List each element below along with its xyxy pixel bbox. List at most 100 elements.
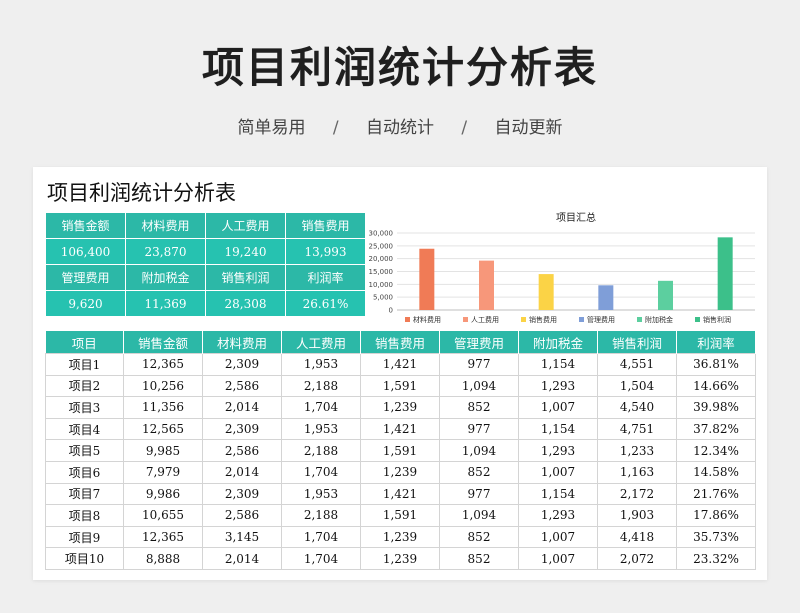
table-cell[interactable]: 1,591 xyxy=(360,439,440,462)
summary-value[interactable]: 26.61% xyxy=(285,290,366,317)
table-cell[interactable]: 977 xyxy=(439,482,519,506)
table-cell[interactable]: 1,007 xyxy=(518,460,598,484)
summary-label[interactable]: 管理费用 xyxy=(45,264,126,291)
table-cell[interactable]: 4,418 xyxy=(597,525,677,549)
table-cell[interactable]: 9,986 xyxy=(123,482,203,506)
table-cell[interactable]: 2,014 xyxy=(202,396,282,419)
table-cell[interactable]: 2,309 xyxy=(202,482,282,506)
table-cell[interactable]: 977 xyxy=(439,353,519,376)
table-cell[interactable]: 12,365 xyxy=(123,525,203,549)
table-cell[interactable]: 11,356 xyxy=(123,396,203,419)
table-cell[interactable]: 1,293 xyxy=(518,504,598,527)
column-header[interactable]: 材料费用 xyxy=(202,331,282,354)
summary-value[interactable]: 23,870 xyxy=(125,238,206,265)
column-header[interactable]: 人工费用 xyxy=(281,331,361,354)
column-header[interactable]: 销售利润 xyxy=(597,331,677,354)
project-name-cell[interactable]: 项目6 xyxy=(45,460,124,484)
table-cell[interactable]: 1,704 xyxy=(281,396,361,419)
column-header[interactable]: 项目 xyxy=(45,331,124,354)
project-name-cell[interactable]: 项目7 xyxy=(45,482,124,506)
table-cell[interactable]: 1,239 xyxy=(360,396,440,419)
table-cell[interactable]: 12,365 xyxy=(123,353,203,376)
table-cell[interactable]: 4,540 xyxy=(597,396,677,419)
table-cell[interactable]: 1,504 xyxy=(597,374,677,398)
table-cell[interactable]: 2,586 xyxy=(202,504,282,527)
table-cell[interactable]: 1,007 xyxy=(518,525,598,549)
summary-label[interactable]: 销售金额 xyxy=(45,212,126,239)
table-cell[interactable]: 1,953 xyxy=(281,417,361,441)
table-cell[interactable]: 2,309 xyxy=(202,353,282,376)
table-cell[interactable]: 2,188 xyxy=(281,504,361,527)
summary-label[interactable]: 材料费用 xyxy=(125,212,206,239)
table-cell[interactable]: 17.86% xyxy=(676,504,756,527)
project-name-cell[interactable]: 项目9 xyxy=(45,525,124,549)
table-cell[interactable]: 1,953 xyxy=(281,482,361,506)
table-cell[interactable]: 1,239 xyxy=(360,460,440,484)
table-cell[interactable]: 10,655 xyxy=(123,504,203,527)
summary-label[interactable]: 人工费用 xyxy=(205,212,286,239)
table-cell[interactable]: 1,094 xyxy=(439,374,519,398)
table-cell[interactable]: 14.66% xyxy=(676,374,756,398)
table-cell[interactable]: 1,704 xyxy=(281,525,361,549)
table-cell[interactable]: 7,979 xyxy=(123,460,203,484)
project-name-cell[interactable]: 项目5 xyxy=(45,439,124,462)
table-cell[interactable]: 1,293 xyxy=(518,439,598,462)
table-cell[interactable]: 4,551 xyxy=(597,353,677,376)
table-cell[interactable]: 2,072 xyxy=(597,547,677,570)
project-name-cell[interactable]: 项目3 xyxy=(45,396,124,419)
table-cell[interactable]: 21.76% xyxy=(676,482,756,506)
table-cell[interactable]: 2,188 xyxy=(281,374,361,398)
table-cell[interactable]: 1,163 xyxy=(597,460,677,484)
table-cell[interactable]: 39.98% xyxy=(676,396,756,419)
summary-bar-chart[interactable]: 项目汇总 0 5,000 10,000 15,000 20,000 25,000 30,000… xyxy=(363,209,758,329)
summary-label[interactable]: 销售费用 xyxy=(285,212,366,239)
project-name-cell[interactable]: 项目1 xyxy=(45,353,124,376)
table-cell[interactable]: 10,256 xyxy=(123,374,203,398)
table-cell[interactable]: 36.81% xyxy=(676,353,756,376)
table-cell[interactable]: 4,751 xyxy=(597,417,677,441)
project-name-cell[interactable]: 项目8 xyxy=(45,504,124,527)
summary-value[interactable]: 11,369 xyxy=(125,290,206,317)
table-cell[interactable]: 1,591 xyxy=(360,504,440,527)
table-cell[interactable]: 852 xyxy=(439,396,519,419)
table-cell[interactable]: 1,239 xyxy=(360,525,440,549)
table-cell[interactable]: 852 xyxy=(439,547,519,570)
project-name-cell[interactable]: 项目2 xyxy=(45,374,124,398)
table-cell[interactable]: 1,094 xyxy=(439,504,519,527)
summary-value[interactable]: 28,308 xyxy=(205,290,286,317)
table-cell[interactable]: 1,007 xyxy=(518,396,598,419)
summary-value[interactable]: 9,620 xyxy=(45,290,126,317)
table-cell[interactable]: 35.73% xyxy=(676,525,756,549)
table-cell[interactable]: 3,145 xyxy=(202,525,282,549)
table-cell[interactable]: 12,565 xyxy=(123,417,203,441)
table-cell[interactable]: 2,586 xyxy=(202,439,282,462)
table-cell[interactable]: 2,014 xyxy=(202,460,282,484)
table-cell[interactable]: 2,309 xyxy=(202,417,282,441)
table-cell[interactable]: 12.34% xyxy=(676,439,756,462)
table-cell[interactable]: 8,888 xyxy=(123,547,203,570)
table-cell[interactable]: 852 xyxy=(439,460,519,484)
table-cell[interactable]: 1,239 xyxy=(360,547,440,570)
table-cell[interactable]: 9,985 xyxy=(123,439,203,462)
table-cell[interactable]: 1,154 xyxy=(518,417,598,441)
table-cell[interactable]: 2,172 xyxy=(597,482,677,506)
table-cell[interactable]: 2,586 xyxy=(202,374,282,398)
summary-value[interactable]: 19,240 xyxy=(205,238,286,265)
project-name-cell[interactable]: 项目4 xyxy=(45,417,124,441)
column-header[interactable]: 利润率 xyxy=(676,331,756,354)
table-cell[interactable]: 14.58% xyxy=(676,460,756,484)
table-cell[interactable]: 1,421 xyxy=(360,417,440,441)
table-cell[interactable]: 852 xyxy=(439,525,519,549)
table-cell[interactable]: 1,421 xyxy=(360,482,440,506)
table-cell[interactable]: 1,154 xyxy=(518,482,598,506)
table-cell[interactable]: 2,188 xyxy=(281,439,361,462)
table-cell[interactable]: 977 xyxy=(439,417,519,441)
column-header[interactable]: 销售费用 xyxy=(360,331,440,354)
table-cell[interactable]: 1,293 xyxy=(518,374,598,398)
table-cell[interactable]: 23.32% xyxy=(676,547,756,570)
column-header[interactable]: 管理费用 xyxy=(439,331,519,354)
column-header[interactable]: 附加税金 xyxy=(518,331,598,354)
project-name-cell[interactable]: 项目10 xyxy=(45,547,124,570)
table-cell[interactable]: 2,014 xyxy=(202,547,282,570)
table-cell[interactable]: 1,007 xyxy=(518,547,598,570)
